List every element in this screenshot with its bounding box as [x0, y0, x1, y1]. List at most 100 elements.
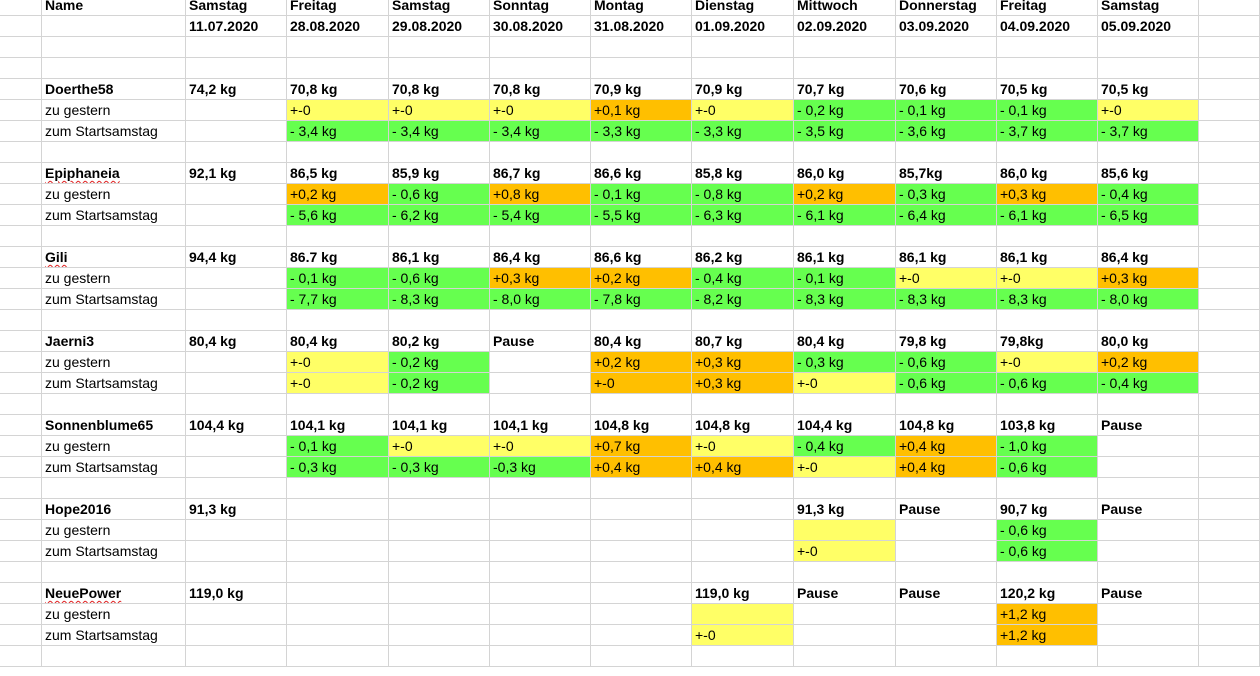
- weight-cell[interactable]: 90,7 kg: [997, 499, 1098, 520]
- empty-cell[interactable]: [794, 625, 896, 646]
- empty-cell[interactable]: [42, 37, 186, 58]
- diff-cell[interactable]: - 0,2 kg: [794, 100, 896, 121]
- empty-cell[interactable]: [692, 646, 794, 667]
- diff-cell[interactable]: - 3,4 kg: [490, 121, 591, 142]
- empty-cell[interactable]: [0, 310, 42, 331]
- weight-cell[interactable]: 86,7 kg: [490, 163, 591, 184]
- empty-cell[interactable]: [389, 604, 490, 625]
- header-day-cell[interactable]: Sonntag: [490, 0, 591, 16]
- header-date-cell[interactable]: 29.08.2020: [389, 16, 490, 37]
- weight-cell[interactable]: 86,2 kg: [692, 247, 794, 268]
- weight-cell[interactable]: 85,8 kg: [692, 163, 794, 184]
- empty-cell[interactable]: [1098, 541, 1199, 562]
- empty-cell[interactable]: [1199, 415, 1260, 436]
- weight-cell[interactable]: 80,2 kg: [389, 331, 490, 352]
- empty-cell[interactable]: [1199, 37, 1260, 58]
- row-gutter-cell[interactable]: [0, 289, 42, 310]
- empty-cell[interactable]: [287, 394, 389, 415]
- empty-cell[interactable]: [1098, 37, 1199, 58]
- row-gutter-cell[interactable]: [0, 436, 42, 457]
- empty-cell[interactable]: [1199, 16, 1260, 37]
- header-day-cell[interactable]: Freitag: [287, 0, 389, 16]
- diff-cell[interactable]: +-0: [997, 352, 1098, 373]
- diff-cell[interactable]: - 8,0 kg: [1098, 289, 1199, 310]
- diff-cell[interactable]: +0,4 kg: [896, 436, 997, 457]
- weight-cell[interactable]: 80,7 kg: [692, 331, 794, 352]
- empty-cell[interactable]: [186, 562, 287, 583]
- diff-cell[interactable]: - 3,4 kg: [389, 121, 490, 142]
- empty-cell[interactable]: [1199, 646, 1260, 667]
- empty-cell[interactable]: [1199, 331, 1260, 352]
- diff-cell[interactable]: - 8,3 kg: [389, 289, 490, 310]
- header-name-label[interactable]: Name: [42, 0, 186, 16]
- diff-cell[interactable]: - 0,1 kg: [896, 100, 997, 121]
- person-name-cell[interactable]: Sonnenblume65: [42, 415, 186, 436]
- header-date-cell[interactable]: 28.08.2020: [287, 16, 389, 37]
- header-date-cell[interactable]: 02.09.2020: [794, 16, 896, 37]
- empty-cell[interactable]: [1199, 163, 1260, 184]
- empty-cell[interactable]: [591, 625, 692, 646]
- person-name-cell[interactable]: Gili: [42, 247, 186, 268]
- weight-cell[interactable]: [389, 499, 490, 520]
- empty-cell[interactable]: [1199, 58, 1260, 79]
- empty-cell[interactable]: [692, 226, 794, 247]
- weight-cell[interactable]: 103,8 kg: [997, 415, 1098, 436]
- weight-cell[interactable]: 80,4 kg: [794, 331, 896, 352]
- row-label-cell[interactable]: zum Startsamstag: [42, 457, 186, 478]
- diff-cell[interactable]: - 6,3 kg: [692, 205, 794, 226]
- empty-cell[interactable]: [794, 310, 896, 331]
- empty-cell[interactable]: [0, 142, 42, 163]
- empty-cell[interactable]: [186, 541, 287, 562]
- weight-cell[interactable]: 91,3 kg: [794, 499, 896, 520]
- diff-cell[interactable]: +0,4 kg: [896, 457, 997, 478]
- empty-cell[interactable]: [490, 604, 591, 625]
- empty-cell[interactable]: [42, 394, 186, 415]
- empty-cell[interactable]: [896, 520, 997, 541]
- person-name-cell[interactable]: Doerthe58: [42, 79, 186, 100]
- diff-cell[interactable]: - 0,3 kg: [287, 457, 389, 478]
- empty-cell[interactable]: [1098, 646, 1199, 667]
- empty-cell[interactable]: [1098, 310, 1199, 331]
- empty-cell[interactable]: [287, 37, 389, 58]
- row-gutter-cell[interactable]: [0, 499, 42, 520]
- empty-cell[interactable]: [997, 646, 1098, 667]
- empty-cell[interactable]: [591, 58, 692, 79]
- empty-cell[interactable]: [1098, 142, 1199, 163]
- weight-cell[interactable]: [389, 583, 490, 604]
- row-gutter-cell[interactable]: [0, 373, 42, 394]
- empty-cell[interactable]: [490, 646, 591, 667]
- empty-cell[interactable]: [186, 142, 287, 163]
- diff-cell[interactable]: - 6,1 kg: [794, 205, 896, 226]
- diff-cell[interactable]: - 0,6 kg: [997, 520, 1098, 541]
- empty-cell[interactable]: [794, 142, 896, 163]
- weight-cell[interactable]: 80,4 kg: [591, 331, 692, 352]
- row-label-cell[interactable]: zum Startsamstag: [42, 541, 186, 562]
- weight-cell[interactable]: 74,2 kg: [186, 79, 287, 100]
- row-gutter-cell[interactable]: [0, 457, 42, 478]
- diff-cell[interactable]: - 0,1 kg: [287, 268, 389, 289]
- empty-cell[interactable]: [692, 142, 794, 163]
- weight-cell[interactable]: Pause: [1098, 583, 1199, 604]
- empty-cell[interactable]: [389, 226, 490, 247]
- empty-cell[interactable]: [591, 142, 692, 163]
- header-date-cell[interactable]: 03.09.2020: [896, 16, 997, 37]
- weight-cell[interactable]: 80,0 kg: [1098, 331, 1199, 352]
- diff-cell[interactable]: - 0,3 kg: [794, 352, 896, 373]
- weight-cell[interactable]: Pause: [490, 331, 591, 352]
- empty-cell[interactable]: [896, 646, 997, 667]
- weight-cell[interactable]: 70,7 kg: [794, 79, 896, 100]
- empty-cell[interactable]: [1199, 625, 1260, 646]
- diff-cell[interactable]: +-0: [591, 373, 692, 394]
- empty-cell[interactable]: [42, 562, 186, 583]
- empty-cell[interactable]: [692, 394, 794, 415]
- empty-cell[interactable]: [186, 604, 287, 625]
- diff-cell[interactable]: - 5,4 kg: [490, 205, 591, 226]
- person-name-cell[interactable]: Epiphaneia: [42, 163, 186, 184]
- header-date-cell[interactable]: 05.09.2020: [1098, 16, 1199, 37]
- empty-cell[interactable]: [591, 604, 692, 625]
- empty-cell[interactable]: [997, 310, 1098, 331]
- empty-cell[interactable]: [490, 58, 591, 79]
- empty-cell[interactable]: [186, 394, 287, 415]
- row-label-cell[interactable]: zu gestern: [42, 436, 186, 457]
- diff-cell[interactable]: -0,3 kg: [490, 457, 591, 478]
